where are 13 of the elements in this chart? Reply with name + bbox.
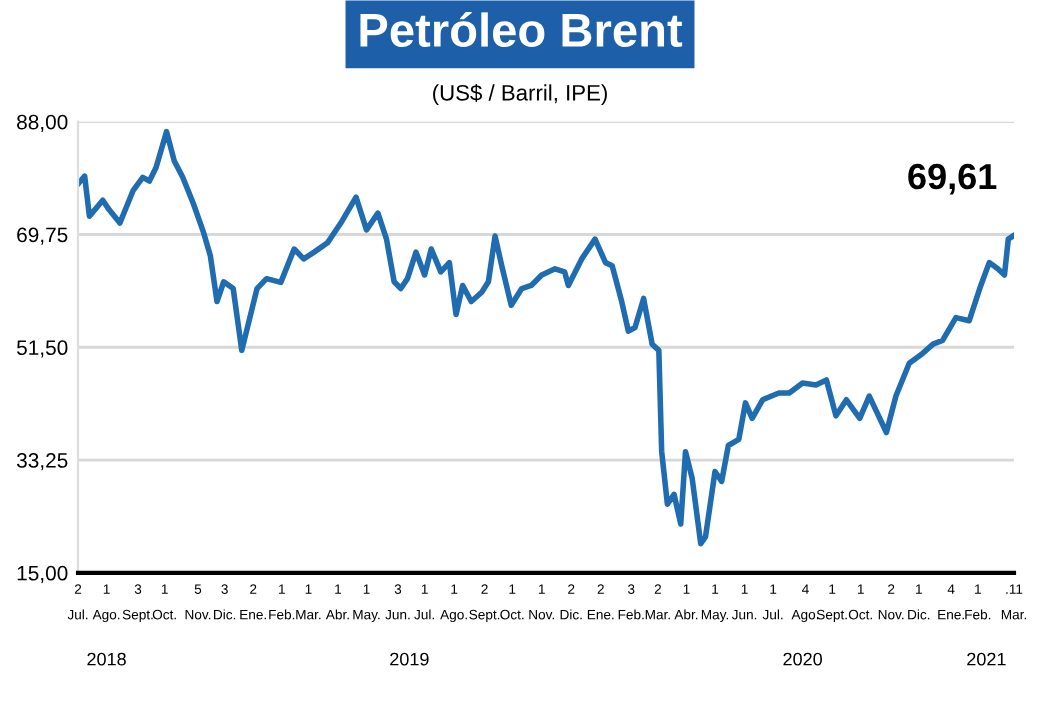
x2-tick-label: 2019	[390, 652, 429, 666]
y-tick-label: 33,25	[16, 453, 68, 471]
line-series	[78, 128, 1014, 547]
x2-tick-label: 2020	[783, 652, 822, 666]
x2-tick-label: 2018	[87, 652, 126, 666]
annotation: 69,61	[908, 163, 997, 195]
y-tick-label: 88,00	[17, 114, 68, 132]
chart-subtitle: (US$ / Barril, IPE)	[433, 83, 607, 106]
x2-tick-label: 2021	[967, 652, 1006, 666]
y-tick-label: 69,75	[17, 227, 68, 245]
y-tick-label: 15,00	[17, 565, 68, 584]
chart-title: Petróleo Brent	[360, 11, 683, 48]
y-tick-label: 51,50	[16, 340, 68, 358]
